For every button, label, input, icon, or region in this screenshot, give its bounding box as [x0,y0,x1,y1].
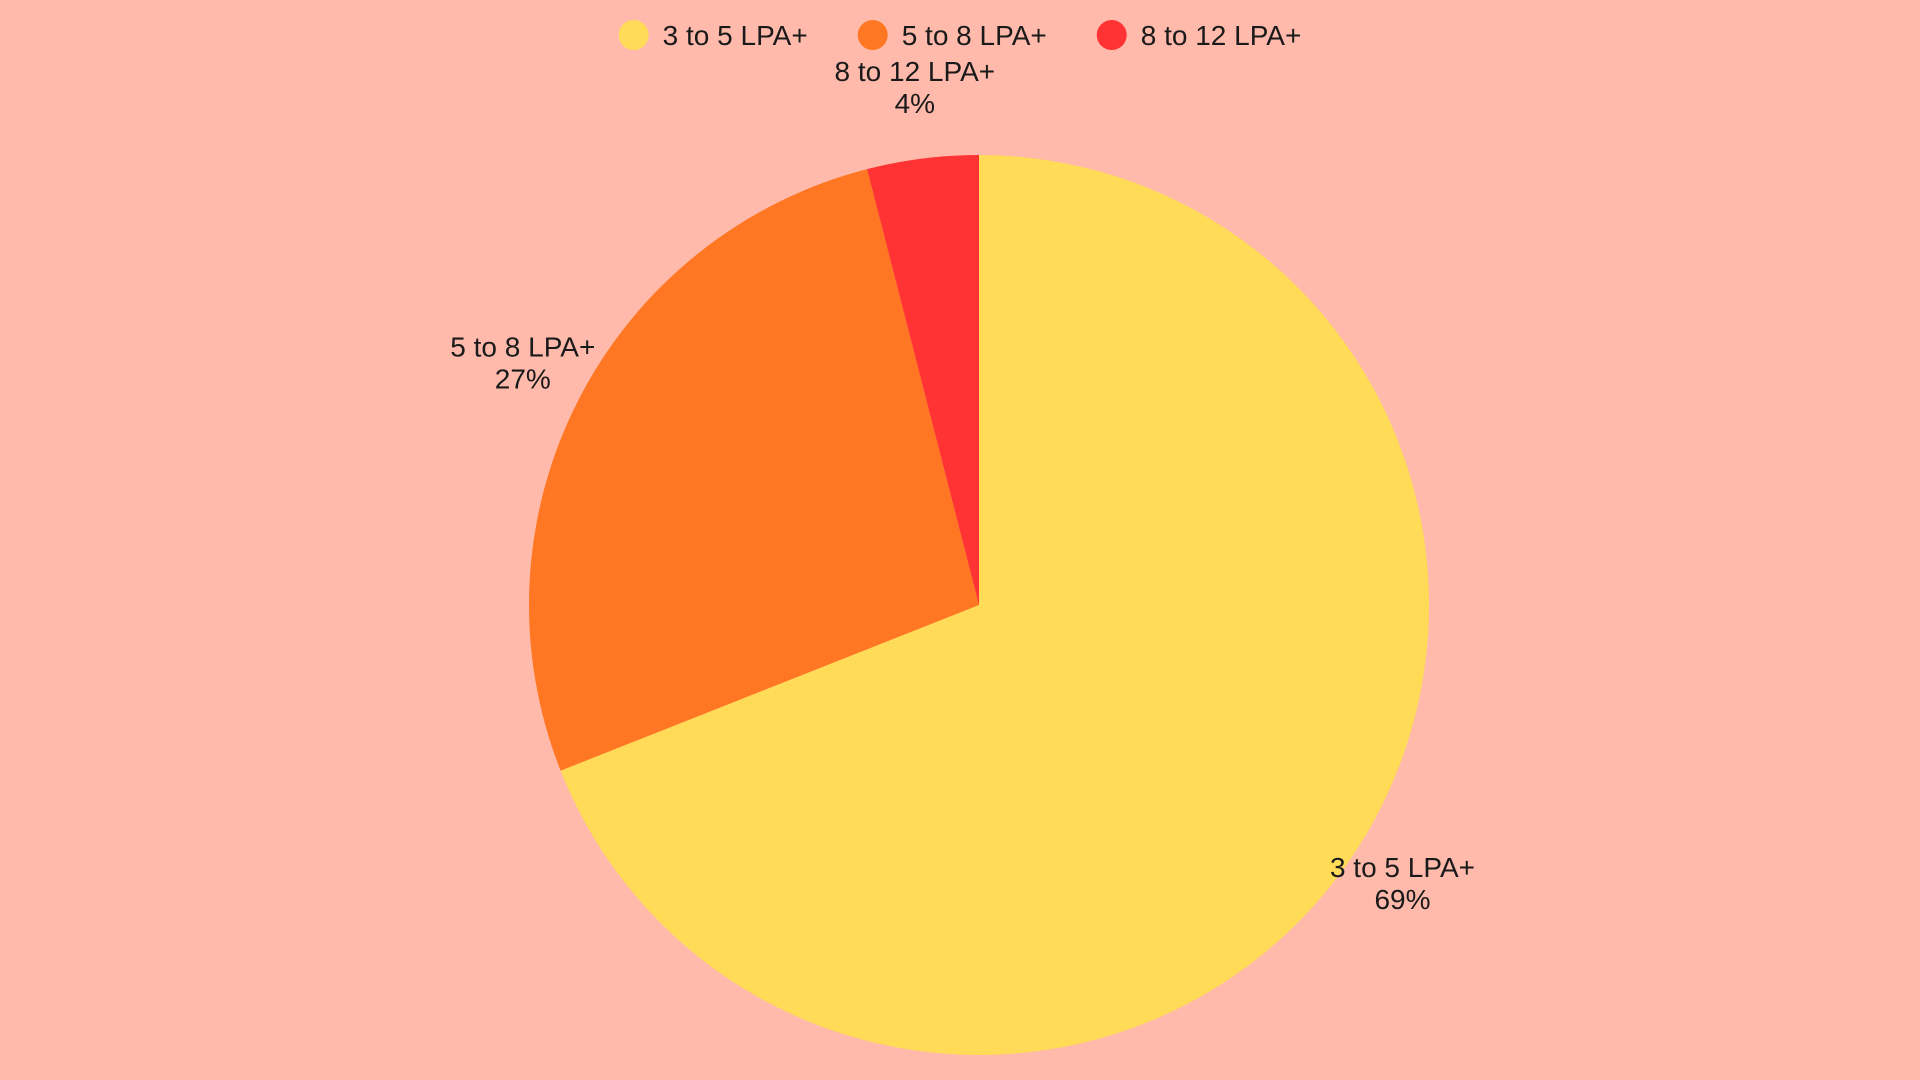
slice-label-3-to-5-lpa: 3 to 5 LPA+ 69% [1330,852,1475,915]
legend-swatch [857,20,888,50]
pie-slices [528,155,1429,1055]
legend-label: 8 to 12 LPA+ [1141,20,1302,51]
slice-label-name: 5 to 8 LPA+ [450,332,595,363]
pie-slice-8-to-12-lpa[interactable] [867,155,979,605]
legend-item-8-to-12-lpa[interactable]: 8 to 12 LPA+ [1096,20,1302,51]
pie-slice-5-to-8-lpa[interactable] [528,169,979,771]
pie-slice-3-to-5-lpa[interactable] [560,155,1429,1055]
legend-item-3-to-5-lpa[interactable]: 3 to 5 LPA+ [618,20,808,51]
legend-swatch [618,20,649,50]
slice-label-5-to-8-lpa: 5 to 8 LPA+ 27% [450,332,595,395]
slice-label-percent: 27% [495,364,551,395]
slice-label-name: 3 to 5 LPA+ [1330,852,1475,883]
legend-label: 3 to 5 LPA+ [663,20,808,51]
legend-item-5-to-8-lpa[interactable]: 5 to 8 LPA+ [857,20,1047,51]
slice-label-percent: 69% [1374,884,1430,915]
slice-label-percent: 4% [895,88,935,119]
slice-labels: 3 to 5 LPA+ 69% 5 to 8 LPA+ 27% 8 to 12 LPA+… [450,56,1475,915]
slice-label-name: 8 to 12 LPA+ [835,56,996,87]
legend-swatch [1096,20,1127,50]
legend-label: 5 to 8 LPA+ [902,20,1047,51]
legend: 3 to 5 LPA+ 5 to 8 LPA+ 8 to 12 LPA+ [618,20,1302,51]
slice-label-8-to-12-lpa: 8 to 12 LPA+ 4% [835,56,996,119]
